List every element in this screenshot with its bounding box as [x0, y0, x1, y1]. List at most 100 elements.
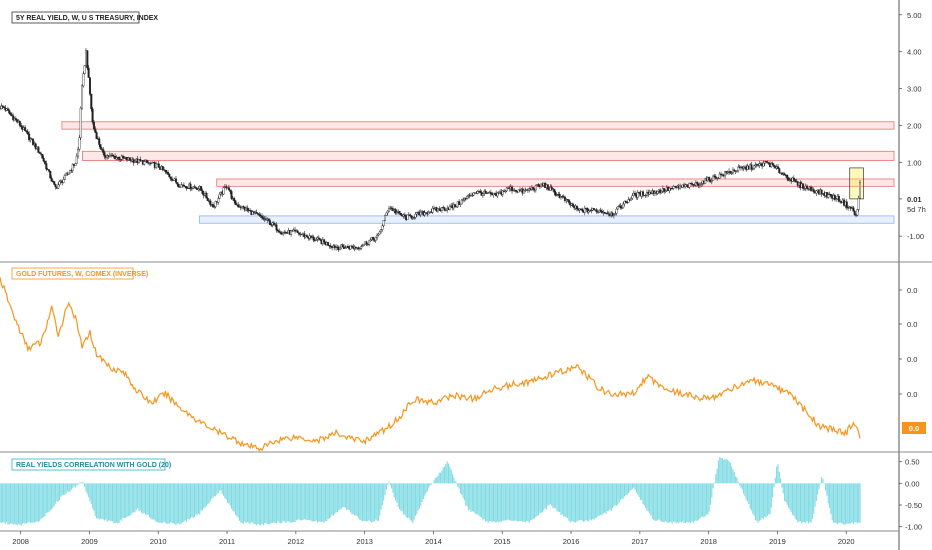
yield-candle — [57, 182, 60, 190]
correlation-bar — [474, 483, 476, 514]
correlation-pane[interactable] — [0, 457, 861, 526]
yield-candle — [436, 208, 439, 213]
correlation-bar — [825, 483, 827, 491]
gold-axis-tick: 0.0 — [907, 286, 917, 295]
yield-candle — [394, 207, 397, 215]
correlation-bar — [606, 483, 608, 512]
yield-candle — [182, 182, 185, 188]
yield-candle — [631, 193, 634, 201]
correlation-bar — [57, 483, 59, 502]
time-axis-tick: 2018 — [700, 537, 717, 546]
correlation-bar — [556, 483, 558, 512]
yield-candle — [185, 185, 188, 191]
yield-candle — [79, 106, 82, 140]
correlation-bar — [123, 483, 125, 519]
yield-candle — [45, 160, 48, 172]
correlation-bar — [815, 483, 817, 502]
yield-candle — [75, 153, 78, 165]
yield-candle — [511, 185, 514, 194]
yield-candle — [1, 105, 4, 110]
correlation-bar — [791, 483, 794, 515]
correlation-bar — [690, 483, 692, 524]
correlation-bar — [316, 483, 319, 523]
correlation-bar — [336, 483, 338, 513]
yield-candle — [636, 189, 639, 201]
correlation-bar — [228, 483, 230, 504]
correlation-bar — [135, 483, 137, 511]
yield-candle — [98, 136, 101, 148]
correlation-bar — [43, 483, 45, 517]
correlation-bar — [777, 464, 779, 484]
correlation-axis-tick: -0.50 — [905, 501, 922, 510]
yield-candle — [222, 186, 225, 196]
correlation-bar — [24, 483, 26, 524]
correlation-bar — [213, 483, 215, 496]
correlation-bar — [633, 483, 635, 488]
yield-candle — [284, 230, 287, 235]
resistance-zone — [82, 150, 895, 161]
correlation-bar — [687, 483, 689, 523]
correlation-bar — [324, 483, 327, 522]
correlation-bar — [162, 483, 164, 523]
yield-candle — [95, 130, 98, 140]
correlation-bar — [770, 483, 772, 508]
yield-candle — [806, 184, 809, 191]
yield-candle — [262, 215, 265, 221]
yield-candle — [614, 211, 617, 216]
correlation-bar — [23, 483, 25, 523]
yield-candle — [852, 205, 855, 212]
correlation-bar — [249, 483, 251, 525]
correlation-bar — [425, 483, 427, 494]
time-axis-tick: 2011 — [219, 537, 235, 546]
yield-candle — [395, 209, 398, 215]
correlation-bar — [74, 483, 76, 488]
correlation-bar — [455, 482, 458, 484]
correlation-bar — [485, 483, 487, 522]
yield-candle — [444, 209, 447, 212]
correlation-bar — [56, 483, 58, 502]
correlation-bar — [565, 483, 567, 518]
yield-candle — [369, 237, 372, 242]
correlation-bar — [621, 483, 623, 500]
correlation-bar — [578, 483, 581, 521]
correlation-bar — [642, 483, 644, 505]
yield-candle — [276, 228, 279, 233]
correlation-bar — [839, 483, 841, 523]
yield-candle — [700, 182, 703, 188]
correlation-bar — [298, 483, 300, 520]
correlation-bar — [219, 483, 221, 491]
correlation-bar — [530, 483, 532, 521]
correlation-bar — [618, 483, 620, 503]
correlation-bar — [806, 483, 808, 522]
yield-candle — [349, 245, 352, 250]
correlation-bar — [851, 483, 853, 523]
gold-inverse-pane[interactable] — [0, 277, 861, 452]
correlation-bar — [581, 483, 583, 521]
real-yield-pane[interactable] — [0, 48, 862, 252]
correlation-bar — [514, 483, 516, 521]
time-axis-tick: 2015 — [494, 537, 511, 546]
correlation-bar — [654, 483, 656, 521]
correlation-bar — [339, 483, 341, 510]
correlation-bar — [356, 483, 358, 517]
yield-candle — [501, 190, 504, 198]
yield-candle — [481, 191, 484, 198]
correlation-bar — [608, 483, 610, 511]
yield-candle — [78, 135, 81, 152]
yield-candle — [845, 199, 848, 210]
correlation-bar — [805, 483, 807, 524]
correlation-bar — [51, 483, 53, 510]
correlation-bar — [559, 483, 561, 512]
yield-candle — [336, 244, 339, 251]
correlation-bar — [818, 483, 820, 490]
yield-candle — [479, 188, 482, 194]
yield-candle — [554, 190, 557, 197]
correlation-bar — [667, 483, 669, 523]
correlation-bar — [684, 483, 686, 524]
correlation-bar — [184, 483, 186, 521]
correlation-bar — [119, 483, 121, 520]
correlation-bar — [37, 483, 39, 522]
correlation-bar — [327, 483, 329, 520]
correlation-bar — [670, 483, 672, 522]
correlation-bar — [602, 483, 604, 514]
